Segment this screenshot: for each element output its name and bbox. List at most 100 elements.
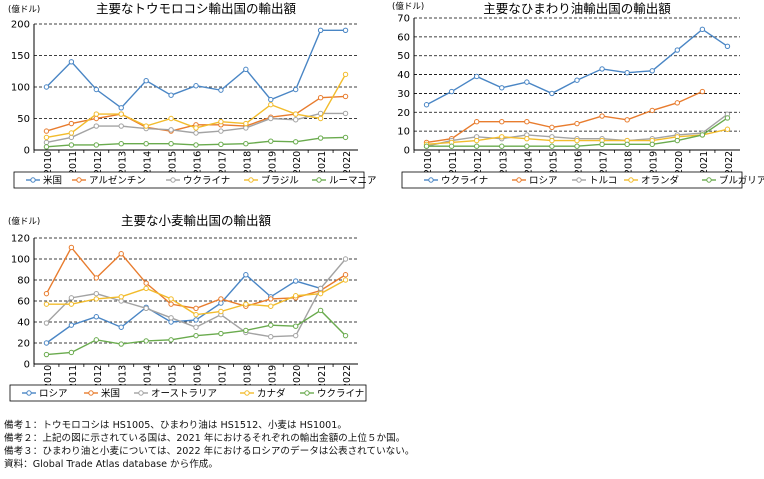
y-tick-label: 10: [397, 127, 410, 138]
data-point: [317, 115, 324, 122]
data-point: [342, 134, 349, 141]
data-point: [473, 143, 480, 149]
data-point: [93, 142, 100, 148]
data-point: [93, 111, 100, 117]
data-point: [342, 71, 349, 78]
data-point: [193, 332, 199, 339]
legend-label: ロシア: [39, 389, 68, 400]
data-point: [549, 90, 555, 97]
x-tick-label: 2016: [193, 365, 204, 389]
legend-marker: [628, 177, 634, 183]
data-point: [143, 338, 149, 344]
data-point: [624, 141, 630, 148]
data-point: [168, 337, 174, 343]
data-point: [68, 142, 75, 148]
data-point: [218, 141, 224, 148]
data-point: [699, 26, 706, 33]
data-point: [218, 87, 224, 93]
sunflower-oil-export-chart: 主要なひまわり油輸出国の輸出額 (億ドル) 0 10 20 30 40 50 60 70 2010 2…: [392, 1, 764, 189]
data-point: [724, 115, 731, 121]
series-line-2: [45, 246, 346, 310]
legend-marker: [304, 390, 310, 396]
y-axis-unit-label: (億ドル): [392, 1, 424, 12]
legend-marker: [244, 390, 250, 396]
legend-label: オーストラリア: [151, 389, 217, 400]
data-point: [93, 123, 100, 129]
y-tick-label: 200: [11, 20, 30, 31]
data-point: [243, 66, 249, 73]
data-point: [193, 83, 199, 89]
legend-label: カナダ: [257, 388, 286, 400]
x-tick-label: 2014: [143, 365, 154, 389]
data-point: [193, 317, 199, 323]
data-point: [168, 115, 174, 122]
data-point: [674, 100, 681, 106]
x-tick-label: 2021: [317, 365, 328, 389]
data-point: [524, 79, 530, 85]
data-point: [268, 96, 274, 103]
x-tick-label: 2010: [423, 151, 434, 175]
legend-marker: [428, 177, 434, 183]
note-3: 備考３：ひまわり油と小麦については、2022 年におけるロシアのデータは公表され…: [4, 446, 415, 457]
x-tick-label: 2020: [292, 151, 303, 175]
data-point: [549, 137, 555, 144]
x-tick-label: 2018: [242, 151, 253, 175]
x-tick-label: 2017: [217, 151, 228, 175]
data-point: [193, 130, 199, 136]
legend-label: ウクライナ: [441, 176, 488, 187]
x-tick-label: 2012: [93, 365, 104, 389]
data-point: [574, 143, 580, 149]
data-point: [624, 117, 630, 123]
data-point: [243, 125, 249, 131]
x-tick-label: 2013: [118, 365, 129, 389]
data-point: [724, 126, 731, 132]
legend-marker: [170, 177, 176, 183]
data-point: [317, 135, 324, 141]
data-point: [674, 137, 681, 144]
data-point: [43, 84, 50, 90]
x-tick-label: 2012: [473, 151, 484, 175]
data-point: [218, 308, 224, 315]
data-point: [168, 296, 174, 302]
data-point: [473, 119, 480, 125]
data-point: [68, 59, 75, 65]
data-point: [118, 105, 124, 111]
data-point: [268, 296, 274, 302]
data-point: [268, 101, 274, 108]
data-point: [193, 142, 199, 148]
x-tick-label: 2022: [342, 151, 353, 175]
data-point: [143, 305, 149, 312]
data-point: [674, 47, 681, 53]
data-point: [499, 85, 505, 91]
data-point: [43, 139, 50, 146]
data-point: [649, 141, 655, 148]
x-tick-label: 2011: [68, 365, 79, 389]
x-tick-label: 2022: [724, 151, 735, 175]
x-tick-label: 2010: [43, 151, 54, 175]
data-point: [473, 73, 480, 80]
data-point: [342, 110, 349, 117]
data-point: [499, 119, 505, 125]
legend-marker: [706, 177, 712, 183]
legend-marker: [576, 177, 582, 183]
x-tick-label: 2016: [574, 151, 585, 175]
series-line-2: [426, 90, 703, 144]
x-tick-label: 2022: [342, 365, 353, 389]
data-point: [292, 278, 299, 284]
data-point: [342, 93, 349, 100]
data-point: [549, 124, 555, 131]
data-point: [423, 102, 430, 108]
data-point: [292, 111, 299, 117]
x-tick-label: 2017: [599, 151, 610, 175]
legend-marker: [88, 390, 94, 396]
data-point: [599, 141, 605, 148]
x-tick-label: 2011: [68, 151, 79, 175]
x-tick-label: 2011: [448, 151, 459, 175]
data-point: [43, 144, 50, 150]
legend-label: 米国: [43, 175, 62, 187]
data-point: [118, 294, 124, 300]
data-point: [317, 27, 324, 33]
data-point: [724, 43, 731, 49]
x-tick-label: 2020: [292, 365, 303, 389]
y-tick-label: 20: [17, 339, 30, 350]
